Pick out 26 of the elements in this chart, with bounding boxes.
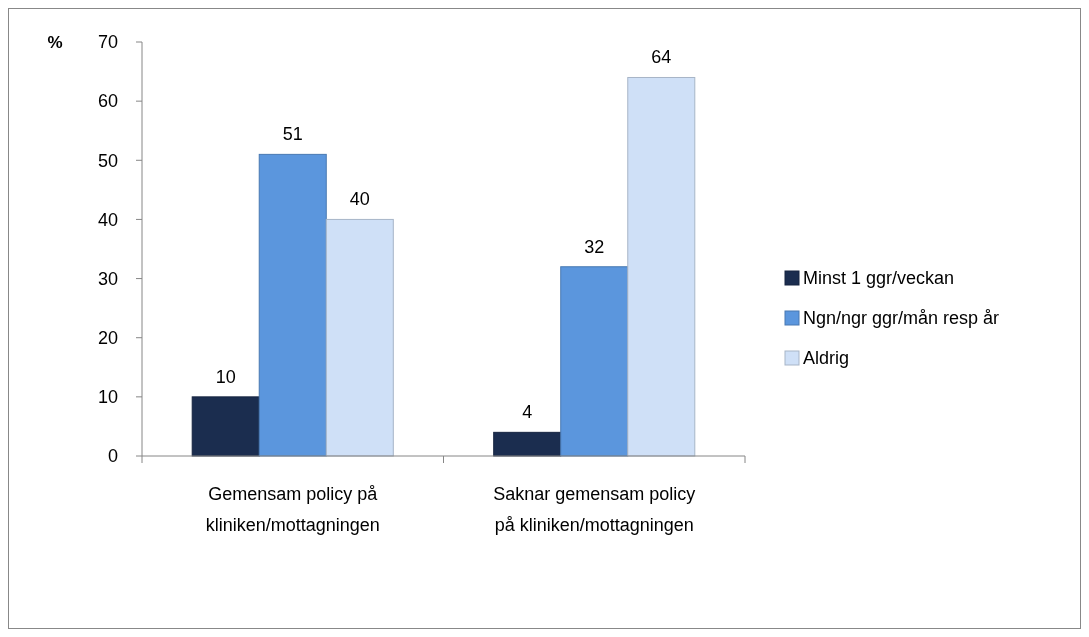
y-tick-label: 40 — [97, 209, 118, 230]
legend-label: Minst 1 ggr/veckan — [803, 268, 955, 289]
y-tick-label: 60 — [97, 91, 118, 112]
y-tick-label: 30 — [97, 268, 118, 289]
data-label: 64 — [651, 47, 672, 68]
legend-label: Aldrig — [803, 348, 850, 369]
bar — [560, 266, 629, 457]
legend-label: Ngn/ngr ggr/mån resp år — [803, 308, 1000, 329]
y-tick-label: 70 — [97, 32, 118, 53]
data-label: 10 — [215, 366, 236, 387]
y-tick-label: 0 — [107, 446, 118, 467]
bar — [493, 431, 562, 457]
data-label: 40 — [349, 189, 370, 210]
x-tick-label: Gemensam policy på kliniken/mottagningen — [205, 484, 380, 535]
y-tick-label: 50 — [97, 150, 118, 171]
y-tick-label: 10 — [97, 387, 118, 408]
data-label: 32 — [584, 236, 605, 257]
bar — [191, 396, 260, 457]
x-tick-label: Saknar gemensam policy på kliniken/mottagningen — [493, 484, 696, 535]
bar — [258, 153, 327, 457]
data-label: 51 — [282, 124, 303, 145]
data-label: 4 — [522, 402, 533, 423]
bar — [627, 76, 696, 457]
y-tick-label: 20 — [97, 328, 118, 349]
bar — [325, 218, 394, 457]
y-axis-title: % — [47, 32, 63, 52]
